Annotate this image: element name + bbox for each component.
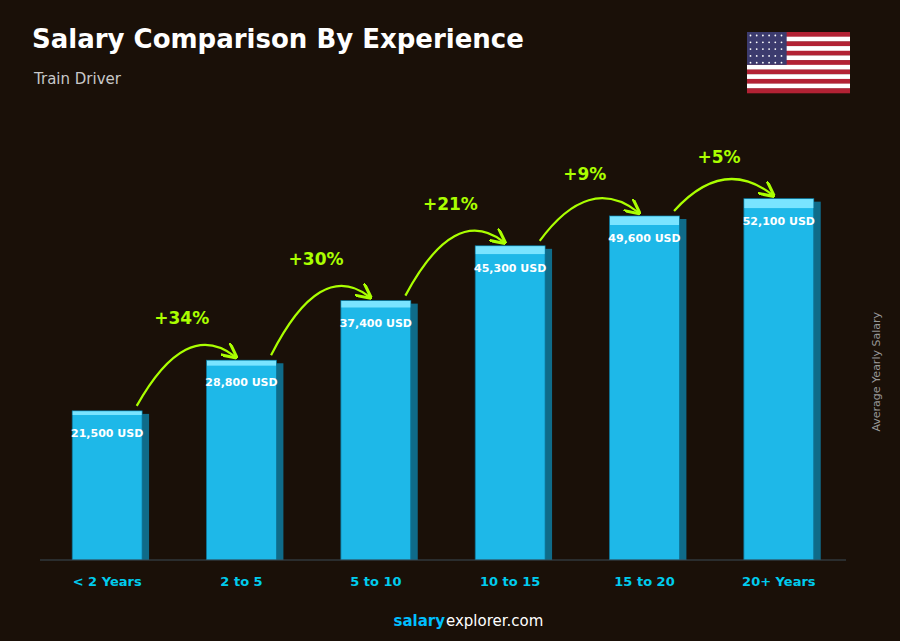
flag-star <box>774 55 776 57</box>
data-label: 37,400 USD <box>340 317 412 330</box>
flag <box>747 32 850 93</box>
flag-star <box>762 48 764 50</box>
flag-star <box>768 48 770 50</box>
bar-side <box>545 249 552 560</box>
data-label: 21,500 USD <box>71 427 143 440</box>
flag-stripe <box>747 88 850 93</box>
bar-side <box>276 363 283 560</box>
background <box>0 0 900 641</box>
flag-star <box>750 48 752 50</box>
flag-star <box>774 48 776 50</box>
flag-star <box>750 55 752 57</box>
bar <box>475 246 545 560</box>
bar <box>207 360 277 560</box>
watermark: salary <box>394 612 446 630</box>
flag-star <box>762 62 764 64</box>
watermark: explorer.com <box>446 612 543 630</box>
data-label: 28,800 USD <box>205 376 277 389</box>
data-label: 52,100 USD <box>743 215 815 228</box>
flag-star <box>756 55 758 57</box>
flag-stripe <box>747 74 850 79</box>
x-tick-label: 15 to 20 <box>614 574 674 589</box>
bar-side <box>814 202 821 560</box>
x-tick-label: 20+ Years <box>742 574 816 589</box>
flag-star <box>768 35 770 37</box>
bars <box>72 199 821 560</box>
chart-root: Salary Comparison By Experience Train Dri… <box>0 0 900 641</box>
x-tick-label: 5 to 10 <box>350 574 401 589</box>
flag-star <box>781 48 783 50</box>
flag-star <box>768 62 770 64</box>
flag-star <box>774 62 776 64</box>
flag-star <box>774 41 776 43</box>
bar-cap <box>744 199 813 208</box>
data-label: 45,300 USD <box>474 262 546 275</box>
flag-star <box>762 55 764 57</box>
flag-star <box>756 35 758 37</box>
pct-label: +34% <box>154 308 209 328</box>
pct-label: +30% <box>289 249 344 269</box>
y-axis-label: Average Yearly Salary <box>870 312 883 432</box>
subtitle: Train Driver <box>33 70 122 88</box>
flag-star <box>750 41 752 43</box>
pct-arrow <box>674 179 772 211</box>
chart-svg: Salary Comparison By Experience Train Dri… <box>0 0 900 641</box>
bar-cap <box>476 246 545 254</box>
bar-side <box>411 304 418 560</box>
pct-label: +5% <box>698 147 741 167</box>
bar <box>744 199 814 560</box>
pct-label: +21% <box>423 194 478 214</box>
bar-side <box>679 219 686 560</box>
pct-arrow <box>137 345 235 406</box>
flag-stripe <box>747 84 850 89</box>
bar-cap <box>207 361 276 366</box>
flag-star <box>750 62 752 64</box>
flag-stripe <box>747 70 850 75</box>
flag-star <box>774 35 776 37</box>
flag-star <box>756 48 758 50</box>
flag-star <box>768 41 770 43</box>
bar <box>341 301 411 560</box>
flag-stripe <box>747 65 850 70</box>
flag-star <box>768 55 770 57</box>
bar-cap <box>73 411 142 415</box>
x-tick-label: 2 to 5 <box>220 574 262 589</box>
bar-cap <box>341 301 410 307</box>
title: Salary Comparison By Experience <box>32 24 524 54</box>
x-axis-line <box>40 560 846 561</box>
flag-canton <box>747 32 787 65</box>
pct-arrow <box>405 231 503 296</box>
x-tick-label: < 2 Years <box>73 574 142 589</box>
flag-star <box>781 35 783 37</box>
flag-star <box>781 62 783 64</box>
flag-star <box>750 35 752 37</box>
flag-star <box>762 41 764 43</box>
flag-star <box>756 41 758 43</box>
pct-label: +9% <box>563 164 606 184</box>
bar-cap <box>610 216 679 225</box>
x-tick-label: 10 to 15 <box>480 574 540 589</box>
flag-stripe <box>747 79 850 84</box>
flag-star <box>781 41 783 43</box>
flag-star <box>756 62 758 64</box>
flag-star <box>781 55 783 57</box>
bar <box>610 216 680 560</box>
data-label: 49,600 USD <box>608 232 680 245</box>
pct-arrow <box>540 198 638 241</box>
flag-star <box>762 35 764 37</box>
pct-arrow <box>271 286 369 355</box>
